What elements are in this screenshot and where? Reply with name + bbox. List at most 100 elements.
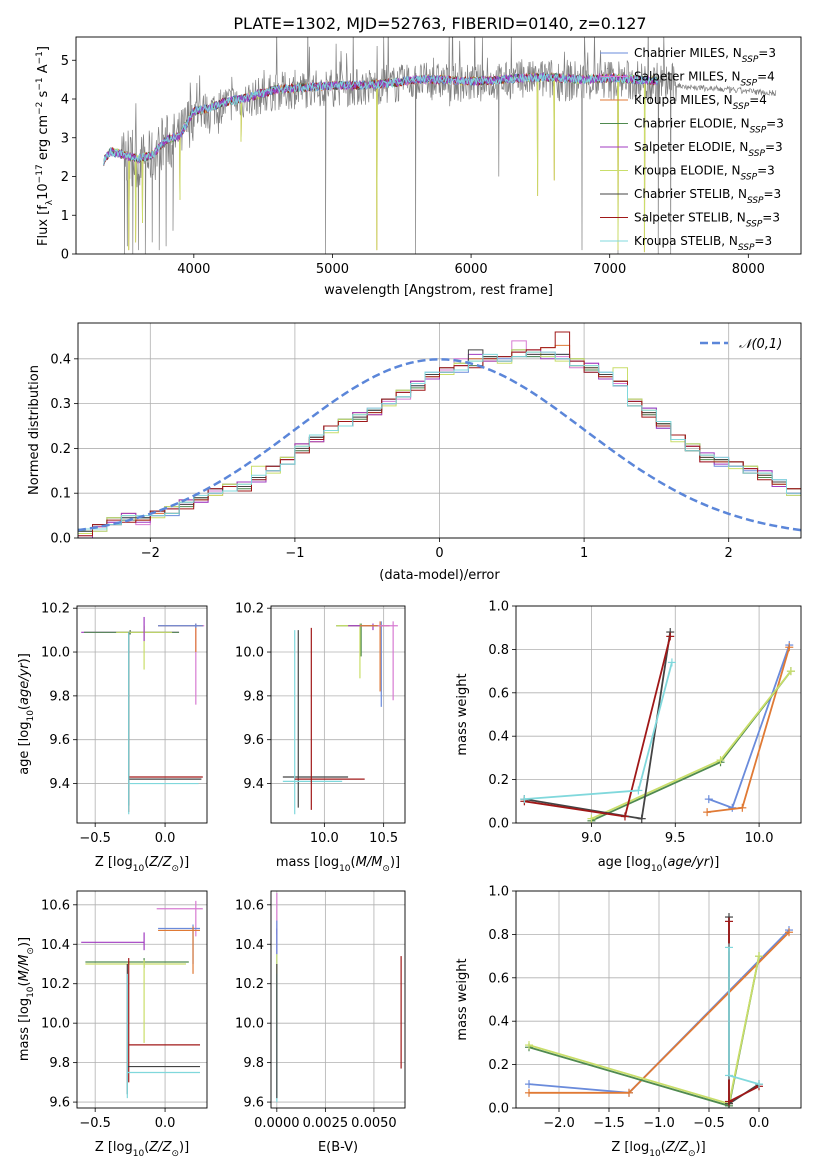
mass-weight-vs-age-ylabel: mass weight (455, 673, 470, 755)
mass-vs-Z-frame (76, 890, 208, 1109)
age-vs-mass-ytick-label: 9.6 (243, 733, 264, 748)
mass-vs-Z-axes: −0.5 0.0 9.6 9.8 10.0 10.2 10.4 10.6 Z [log10(Z/… (17, 890, 208, 1159)
mass-weight-vs-Z-xtick-label: −0.5 (693, 1116, 725, 1131)
age-vs-mass-xtick-label: 10.0 (310, 831, 339, 846)
mass-vs-Z-ytick-label: 9.8 (49, 1056, 70, 1071)
weight-line (728, 921, 760, 1103)
mass-weight-vs-Z-xtick-label: −2.0 (543, 1116, 575, 1131)
spectrum-xtick-label: 7000 (593, 262, 626, 277)
age-vs-mass-xlabel: mass [log10(M/M⊙)] (276, 855, 400, 874)
mass-weight-vs-Z-ylabel: mass weight (455, 958, 470, 1040)
spectrum-xtick-label: 4000 (177, 262, 210, 277)
mass-weight-vs-age-xtick-label: 9.5 (665, 831, 686, 846)
weight-line (524, 636, 672, 818)
age-vs-Z-ytick-label: 9.8 (49, 689, 70, 704)
legend-entry: Salpeter STELIB, NSSP=3 (634, 211, 780, 230)
residuals-legend: 𝒩(0,1) (700, 337, 782, 352)
spectrum-frame (75, 36, 802, 255)
spectrum-ytick-label: 0 (61, 248, 69, 263)
mass-weight-vs-age-ytick-label: 0.6 (488, 686, 509, 701)
mass-weight-vs-Z-axes: −2.0 −1.5 −1.0 −0.5 0.0 0.0 0.2 0.4 0.6 0.8 1.0 Z [… (455, 885, 802, 1159)
figure-title: PLATE=1302, MJD=52763, FIBERID=0140, z=0… (233, 14, 646, 33)
age-vs-Z-axes: −0.5 0.0 9.4 9.6 9.8 10.0 10.2 Z [log10(Z/Z⊙)] a… (17, 602, 208, 874)
legend-entry: Chabrier STELIB, NSSP=3 (634, 187, 781, 206)
residuals-xlabel: (data-model)/error (379, 568, 500, 583)
mass-vs-Z-ytick-label: 10.4 (41, 938, 70, 953)
age-vs-Z-xtick-label: −0.5 (79, 831, 111, 846)
mass-vs-Z-xtick-label: −0.5 (79, 1116, 111, 1131)
legend-entry: 𝒩(0,1) (739, 337, 782, 352)
mass-weight-vs-Z-xlabel: Z [log10(Z/Z⊙)] (611, 1140, 705, 1159)
spectrum-legend: Chabrier MILES, NSSP=3 Salpeter MILES, NS… (600, 46, 784, 253)
residuals-ytick-label: 0.0 (50, 532, 71, 547)
age-vs-mass-axes: 10.0 10.5 9.4 9.6 9.8 10.0 10.2 mass [log10(M/M… (235, 602, 406, 874)
age-vs-mass-ytick-label: 9.4 (243, 777, 264, 792)
mass-weight-vs-Z-ytick-label: 0.0 (488, 1102, 509, 1117)
legend-entry: Kroupa ELODIE, NSSP=3 (634, 164, 775, 183)
mass-vs-Z-ytick-label: 9.6 (49, 1096, 70, 1111)
residuals-ytick-label: 0.3 (50, 397, 71, 412)
spectrum-ytick-label: 3 (61, 131, 69, 146)
mass-weight-vs-age-ytick-label: 0.0 (488, 817, 509, 832)
residuals-ytick-label: 0.4 (50, 352, 71, 367)
legend-entry: Chabrier ELODIE, NSSP=3 (634, 117, 784, 136)
mass-vs-ebv-ytick-label: 10.0 (235, 1017, 264, 1032)
spectrum-plot-area (103, 37, 777, 254)
mass-vs-Z-ytick-label: 10.2 (41, 977, 70, 992)
mass-vs-ebv-xtick-label: 0.0050 (351, 1116, 397, 1131)
weight-line (524, 662, 673, 800)
spectrum-xtick-label: 6000 (455, 262, 488, 277)
age-vs-Z-ytick-label: 10.2 (41, 602, 70, 617)
residuals-xtick-label: 0 (435, 546, 443, 561)
residuals-frame (77, 322, 802, 539)
residuals-xtick-label: 1 (580, 546, 588, 561)
mass-vs-Z-xlabel: Z [log10(Z/Z⊙)] (95, 1140, 189, 1159)
mass-vs-ebv-ytick-label: 10.6 (235, 898, 264, 913)
residuals-ytick-label: 0.1 (50, 487, 71, 502)
mass-weight-vs-age-axes: 9.0 9.5 10.0 0.0 0.2 0.4 0.6 0.8 1.0 age [log10(a… (455, 600, 802, 874)
mass-weight-vs-Z-ytick-label: 1.0 (488, 885, 509, 900)
age-vs-mass-plot-area (282, 621, 398, 815)
mass-vs-Z-ylabel: mass [log10(M/M⊙)] (17, 937, 36, 1061)
mass-vs-Z-ytick-label: 10.6 (41, 898, 70, 913)
age-vs-Z-ytick-label: 9.6 (49, 733, 70, 748)
legend-entry: Salpeter MILES, NSSP=4 (634, 70, 775, 89)
mass-weight-vs-age-ytick-label: 0.8 (488, 643, 509, 658)
residuals-axes: −2 −1 0 1 2 0.0 0.1 0.2 0.3 0.4 (data-model)/error… (27, 322, 802, 583)
weight-line (706, 646, 791, 813)
mass-weight-vs-age-plot-area (520, 628, 795, 823)
residuals-xtick-label: −1 (285, 546, 304, 561)
mass-weight-vs-age-ytick-label: 0.4 (488, 730, 509, 745)
mass-vs-ebv-ytick-label: 9.6 (243, 1096, 264, 1111)
age-vs-mass-ytick-label: 10.2 (235, 602, 264, 617)
residuals-ylabel: Normed distribution (27, 365, 42, 495)
mass-vs-ebv-axes: 0.0000 0.0025 0.0050 9.6 9.8 10.0 10.2 10.4 10.6… (235, 890, 406, 1155)
mass-weight-vs-Z-frame (515, 890, 802, 1109)
age-vs-Z-xlabel: Z [log10(Z/Z⊙)] (95, 855, 189, 874)
mass-vs-ebv-ytick-label: 9.8 (243, 1056, 264, 1071)
spectrum-data-line (103, 37, 777, 254)
residuals-xtick-label: −2 (141, 546, 160, 561)
residuals-plot-area (78, 331, 801, 538)
age-vs-Z-plot-area (81, 616, 205, 815)
mass-weight-vs-age-ytick-label: 1.0 (488, 600, 509, 615)
mass-vs-Z-xtick-label: 0.0 (155, 1116, 176, 1131)
mass-vs-ebv-xtick-label: 0.0000 (254, 1116, 300, 1131)
plots-layer: 4000 5000 6000 7000 8000 0 1 2 3 4 5 wavelength [An… (17, 36, 802, 1159)
mass-vs-ebv-frame (270, 890, 406, 1109)
spectrum-ytick-label: 5 (61, 54, 69, 69)
age-vs-mass-xtick-label: 10.5 (369, 831, 398, 846)
mass-vs-Z-plot-area (81, 900, 203, 1099)
mass-vs-ebv-xtick-label: 0.0025 (303, 1116, 349, 1131)
spectrum-xtick-label: 5000 (316, 262, 349, 277)
spectrum-ytick-label: 4 (61, 93, 69, 108)
normal-curve (78, 358, 801, 532)
spectrum-axes: 4000 5000 6000 7000 8000 0 1 2 3 4 5 wavelength [An… (35, 36, 802, 298)
residuals-xtick-label: 2 (725, 546, 733, 561)
mass-weight-vs-Z-ytick-label: 0.4 (488, 1015, 509, 1030)
mass-weight-vs-Z-ytick-label: 0.6 (488, 971, 509, 986)
age-vs-Z-frame (76, 605, 208, 824)
age-vs-Z-ytick-label: 10.0 (41, 646, 70, 661)
age-vs-mass-frame (270, 605, 406, 824)
